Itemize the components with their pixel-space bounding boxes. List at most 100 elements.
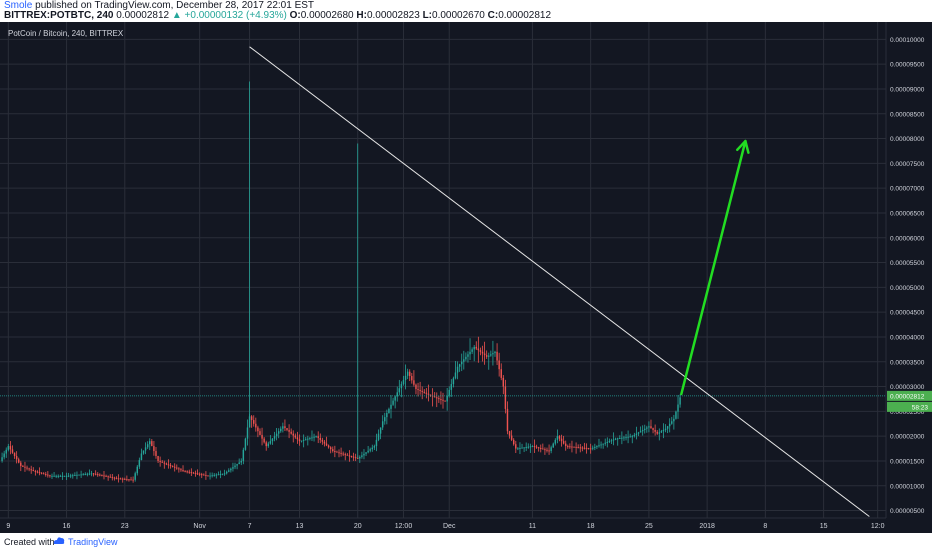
- y-tick-label: 0.00004000: [890, 334, 925, 341]
- candle-body: [612, 439, 615, 441]
- time-axis[interactable]: 9 16 23 Nov 7 13 20 12:00 Dec 11 18 25 2018 8 15 12:0: [6, 523, 884, 530]
- candle-body: [49, 475, 51, 477]
- open-value: 0.00002680: [300, 10, 354, 21]
- candle-body: [379, 427, 382, 434]
- candle-body: [442, 399, 444, 401]
- candle-body: [128, 479, 130, 481]
- candle-body: [564, 443, 567, 447]
- candle-body: [637, 432, 640, 434]
- candle-body: [180, 469, 182, 471]
- candle-body: [373, 446, 376, 448]
- candle-body: [504, 386, 507, 409]
- candle-body: [471, 349, 473, 352]
- candle-body: [533, 446, 536, 448]
- candle-body: [423, 391, 426, 393]
- candle-body: [140, 453, 143, 461]
- candle-body: [313, 436, 315, 438]
- price-chart[interactable]: PotCoin / Bitcoin, 240, BITTREX 0.000005…: [0, 22, 932, 533]
- candle-body: [165, 463, 168, 465]
- chart-header: Smole published on TradingView.com, Dece…: [0, 0, 932, 21]
- candle-body: [69, 475, 72, 477]
- author-link[interactable]: Smole: [4, 0, 33, 11]
- candle-body: [321, 439, 324, 442]
- candle-body: [40, 472, 43, 474]
- candle-body: [569, 446, 571, 448]
- candle-body: [369, 449, 371, 451]
- candle-body: [581, 447, 584, 449]
- candle-body: [119, 478, 122, 480]
- candle-body: [267, 443, 270, 447]
- candle-body: [475, 346, 478, 349]
- candle-body: [465, 356, 467, 360]
- tradingview-link[interactable]: TradingView: [68, 537, 118, 547]
- candle-body: [167, 464, 170, 466]
- candle-body: [338, 452, 340, 454]
- candle-body: [65, 475, 68, 477]
- candle-body: [427, 393, 430, 395]
- open-label: O:: [289, 10, 301, 21]
- tradingview-logo-icon[interactable]: [52, 535, 66, 547]
- candle-body: [550, 447, 552, 452]
- candle-body: [238, 462, 240, 465]
- candle-body: [521, 447, 523, 449]
- candle-body: [271, 438, 274, 442]
- change-value: ▲ +0.00000132 (+4.93%): [171, 10, 287, 21]
- created-with-text: Created with: [4, 537, 55, 547]
- candle-body: [117, 478, 120, 480]
- candle-body: [42, 473, 45, 475]
- candle-body: [169, 465, 172, 467]
- candle-body: [90, 473, 93, 475]
- candle-body: [221, 473, 224, 475]
- candle-body: [396, 392, 398, 397]
- candle-body: [323, 441, 326, 444]
- y-tick-label: 0.00001000: [890, 483, 925, 490]
- candle-body: [161, 461, 163, 463]
- candle-body: [496, 351, 498, 361]
- candle-body: [24, 466, 26, 468]
- chart-area[interactable]: PotCoin / Bitcoin, 240, BITTREX 0.000005…: [0, 22, 932, 533]
- candle-body: [346, 454, 349, 456]
- candle-body: [519, 447, 521, 449]
- candle-body: [571, 446, 573, 448]
- candle-body: [317, 436, 319, 439]
- price-label-layer: 0.00002812 58:23: [887, 390, 932, 412]
- candle-body: [7, 446, 10, 450]
- candle-body: [444, 400, 446, 402]
- candle-body: [142, 450, 145, 454]
- candle-body: [234, 465, 236, 468]
- candle-body: [300, 440, 303, 442]
- chart-title: PotCoin / Bitcoin, 240, BITTREX: [8, 29, 124, 38]
- candle-body: [115, 477, 118, 479]
- candle-body: [157, 456, 159, 461]
- candle-body: [184, 470, 186, 472]
- candle-body: [394, 396, 396, 401]
- x-tick-label: 13: [296, 523, 304, 530]
- candle-body: [525, 447, 527, 449]
- candle-body: [456, 366, 459, 373]
- y-tick-label: 0.00002000: [890, 434, 925, 441]
- candle-body: [136, 466, 138, 474]
- candle-body: [452, 378, 455, 385]
- candle-body: [386, 413, 388, 418]
- x-tick-label: 15: [820, 523, 828, 530]
- candle-body: [616, 438, 619, 440]
- candle-body: [315, 436, 317, 438]
- candle-body: [211, 475, 213, 477]
- candle-body: [59, 475, 62, 477]
- candle-body: [113, 477, 116, 479]
- candle-body: [598, 445, 600, 447]
- candle-body: [155, 451, 157, 456]
- candle-body: [592, 447, 594, 449]
- x-tick-label: 23: [121, 523, 129, 530]
- candle-body: [246, 427, 249, 439]
- candle-body: [361, 455, 363, 457]
- x-tick-label: 12:00: [395, 523, 413, 530]
- trendline: [249, 46, 870, 517]
- candle-body: [20, 462, 22, 466]
- y-tick-label: 0.00005500: [890, 260, 925, 267]
- price-axis[interactable]: 0.00000500 0.00001000 0.00001500 0.00002000…: [890, 37, 925, 515]
- x-tick-label: 2018: [699, 523, 715, 530]
- candle-body: [163, 462, 166, 464]
- arrow-shaft: [680, 139, 747, 396]
- candle-body: [265, 442, 267, 447]
